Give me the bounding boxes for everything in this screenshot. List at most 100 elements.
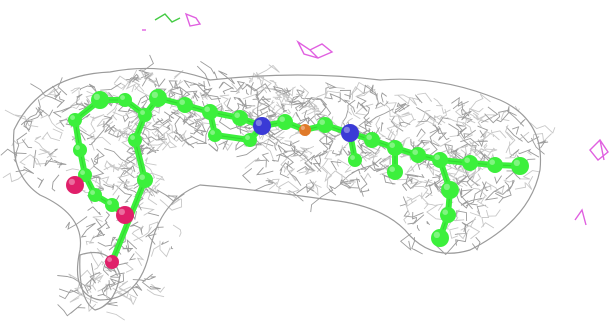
mesh-strand: [494, 192, 505, 204]
mesh-strand: [335, 170, 356, 183]
mesh-strand: [173, 134, 193, 142]
mesh-strand: [106, 301, 118, 307]
mesh-strand: [401, 178, 414, 191]
mesh-strand: [92, 218, 103, 239]
mesh-strand: [218, 114, 241, 134]
mesh-strand: [405, 175, 419, 190]
mesh-strand: [151, 127, 160, 137]
mesh-strand: [310, 189, 333, 213]
mesh-strand: [478, 150, 485, 171]
mesh-strand: [463, 129, 476, 139]
atom-highlight: [366, 134, 373, 140]
mesh-strand: [417, 92, 433, 103]
mesh-strand: [248, 77, 252, 84]
mesh-strand: [56, 96, 66, 108]
mesh-strand: [104, 121, 114, 128]
mesh-strand: [203, 81, 211, 91]
density-fragment: [589, 138, 609, 161]
mesh-strand: [87, 302, 97, 313]
mesh-strand: [279, 162, 293, 171]
mesh-strand: [293, 145, 296, 153]
ligand-atom-carbon: [138, 108, 152, 122]
mesh-strand: [170, 111, 182, 119]
ligand-atom-carbon: [511, 157, 529, 175]
atom-highlight: [255, 119, 262, 126]
ligand-atom-carbon: [387, 140, 403, 156]
mesh-strand: [114, 83, 126, 90]
mesh-strand: [301, 145, 315, 155]
mesh-strand: [166, 124, 171, 131]
mesh-strand: [260, 142, 274, 160]
mesh-strand: [475, 148, 498, 157]
mesh-strand: [369, 84, 378, 96]
mesh-strand: [488, 209, 501, 217]
mesh-strand: [406, 196, 417, 208]
mesh-strand: [125, 185, 134, 190]
mesh-strand: [460, 109, 472, 121]
mesh-strand: [462, 121, 473, 139]
mesh-strand: [97, 241, 113, 247]
stray-fragments: [142, 12, 609, 226]
mesh-strand: [496, 106, 510, 123]
mesh-strand: [476, 204, 487, 215]
mesh-strand: [317, 164, 333, 183]
mesh-strand: [132, 279, 146, 282]
mesh-strand: [504, 124, 514, 141]
mesh-strand: [283, 166, 286, 173]
mesh-strand: [55, 117, 69, 125]
mesh-strand: [90, 158, 99, 166]
mesh-strand: [271, 178, 282, 190]
mesh-strand: [441, 107, 451, 115]
mesh-strand: [438, 125, 450, 141]
mesh-strand: [507, 180, 515, 192]
mesh-strand: [21, 139, 33, 149]
mesh-strand: [106, 311, 125, 321]
mesh-strand: [417, 116, 431, 123]
mesh-strand: [480, 130, 493, 143]
mesh-strand: [469, 210, 482, 218]
ligand-atom-carbon: [441, 181, 459, 199]
mesh-strand: [219, 94, 232, 113]
ligand-atom-oxygen: [66, 176, 84, 194]
mesh-strand: [30, 83, 62, 103]
mesh-strand: [65, 216, 88, 230]
mesh-strand: [280, 103, 287, 113]
mesh-strand: [92, 165, 105, 179]
ligand-atom-carbon: [91, 91, 109, 109]
mesh-strand: [295, 111, 302, 122]
ligand-atoms: [66, 89, 529, 269]
mesh-strand: [263, 137, 270, 148]
mesh-strand: [148, 79, 158, 85]
atom-highlight: [412, 149, 419, 155]
mesh-strand: [123, 186, 144, 211]
mesh-strand: [104, 160, 113, 170]
density-fragment: [296, 39, 334, 59]
mesh-strand: [58, 288, 79, 293]
mesh-strand: [80, 222, 96, 238]
mesh-strand: [304, 154, 315, 172]
mesh-strand: [444, 143, 459, 154]
mesh-strand: [304, 109, 316, 126]
mesh-strand: [464, 140, 477, 153]
mesh-contour: [12, 67, 542, 301]
mesh-strand: [298, 168, 310, 174]
mesh-strand: [303, 155, 313, 165]
mesh-strand: [105, 277, 122, 286]
mesh-strand: [455, 192, 478, 209]
mesh-strand: [155, 77, 166, 88]
mesh-strand: [476, 149, 491, 163]
mesh-strand: [290, 154, 308, 163]
mesh-strand: [298, 101, 316, 112]
atom-highlight: [300, 125, 305, 130]
mesh-strand: [137, 94, 149, 106]
ligand-atom-carbon: [177, 97, 193, 113]
mesh-strand: [335, 150, 343, 156]
mesh-strand: [70, 87, 81, 94]
mesh-strand: [271, 154, 287, 162]
mesh-strand: [57, 304, 86, 317]
mesh-strand: [122, 112, 130, 123]
mesh-strand: [363, 84, 379, 110]
mesh-strand: [321, 150, 329, 156]
mesh-strand: [407, 214, 425, 225]
